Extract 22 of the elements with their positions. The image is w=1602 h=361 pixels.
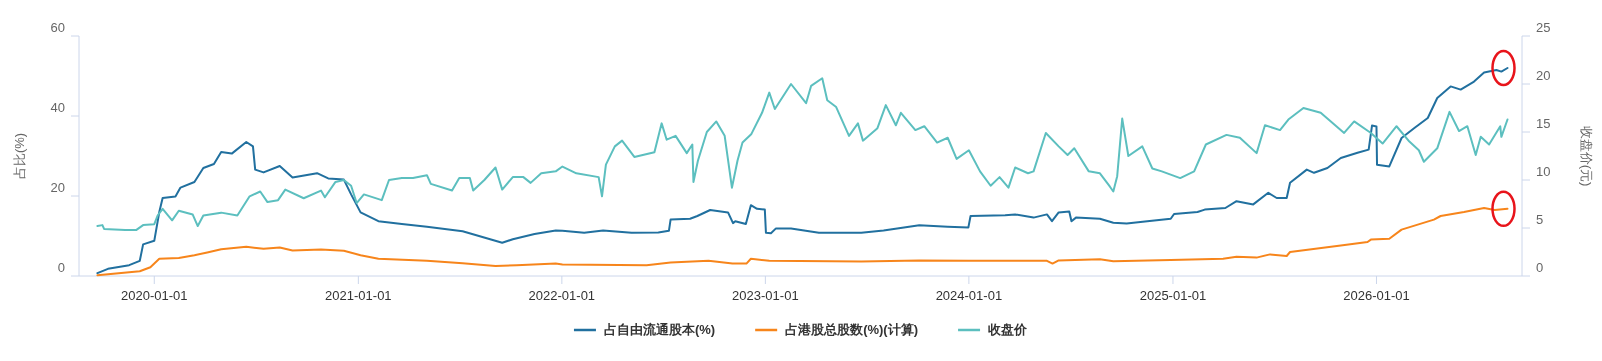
y-tick-label: 20 — [50, 180, 65, 195]
legend-label: 占港股总股数(%)(计算) — [785, 322, 919, 337]
x-tick-label: 2024-01-01 — [935, 288, 1003, 303]
y2-tick-label: 10 — [1536, 164, 1551, 179]
y-axis-title: 占比(%) — [12, 132, 27, 180]
legend-label: 占自由流通股本(%) — [603, 322, 716, 337]
y2-tick-label: 20 — [1536, 68, 1551, 83]
x-tick-label: 2023-01-01 — [732, 288, 799, 303]
y-tick-label: 0 — [57, 260, 65, 275]
y-tick-label: 40 — [50, 100, 65, 115]
y2-tick-label: 0 — [1536, 260, 1544, 275]
x-tick-label: 2025-01-01 — [1139, 288, 1207, 303]
legend-label: 收盘价 — [988, 322, 1029, 337]
y2-axis-title: 收盘价(元) — [1579, 125, 1594, 187]
x-tick-label: 2026-01-01 — [1343, 288, 1410, 303]
y2-tick-label: 5 — [1536, 212, 1544, 227]
x-tick-label: 2022-01-01 — [528, 288, 596, 303]
x-tick-label: 2020-01-01 — [121, 288, 188, 303]
y2-tick-label: 25 — [1536, 20, 1551, 35]
y2-tick-label: 15 — [1536, 116, 1551, 131]
y-tick-label: 60 — [50, 20, 65, 35]
x-tick-label: 2021-01-01 — [325, 288, 392, 303]
